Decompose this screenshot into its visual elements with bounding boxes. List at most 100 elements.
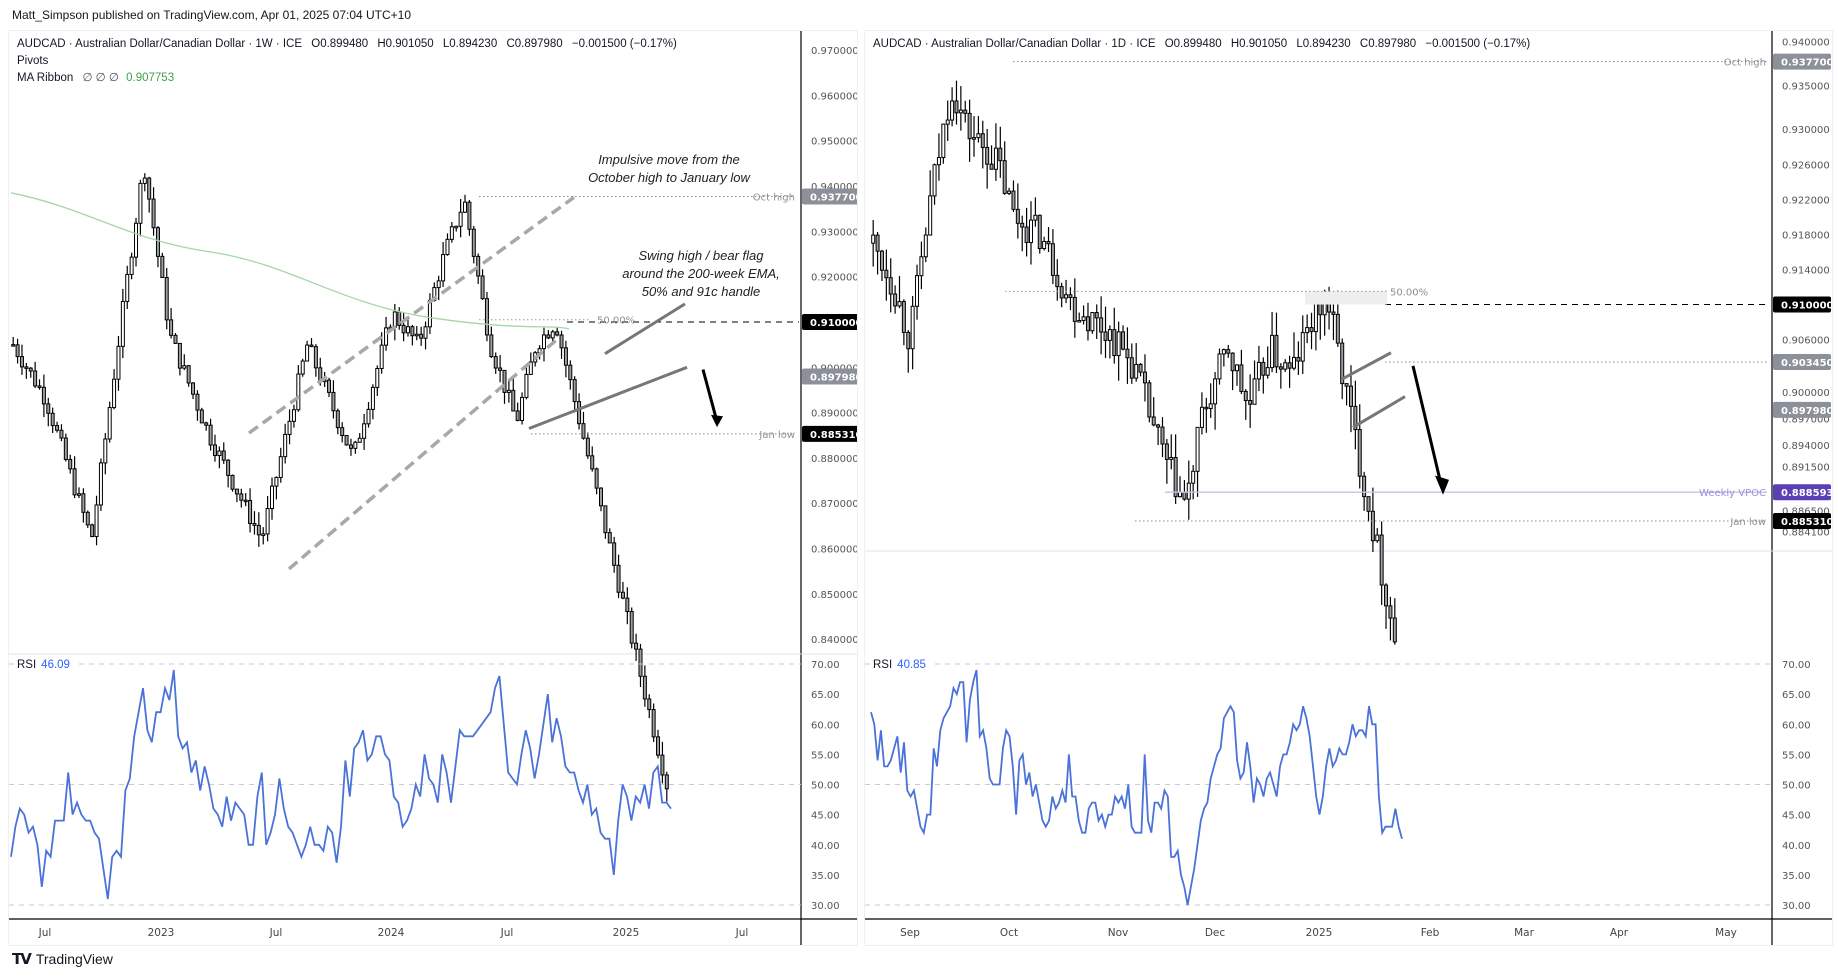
- price-tick-label: 0.884100: [1782, 528, 1830, 539]
- fib-50-label: 50.00%: [597, 316, 635, 327]
- price-label-badge: [1773, 512, 1831, 529]
- price-label-text: 0.885310: [810, 430, 857, 441]
- rsi-tick-label: 55.00: [811, 750, 840, 761]
- ohlc-high: H0.901050: [377, 38, 434, 50]
- price-label-badge: [1773, 401, 1831, 418]
- rsi-tick-label: 60.00: [1782, 720, 1811, 731]
- weekly-rsi-legend: RSI 46.09: [17, 659, 74, 671]
- date-tick-label: May: [1715, 927, 1737, 939]
- level-line-label: Jan low: [1729, 517, 1766, 528]
- down-arrow-icon[interactable]: [1411, 365, 1443, 485]
- price-tick-label: 0.926000: [1782, 160, 1830, 171]
- weekly-chart-panel[interactable]: AUDCAD · Australian Dollar/Canadian Doll…: [8, 30, 858, 946]
- price-label-badge: [1773, 353, 1831, 370]
- rsi-line: [10, 669, 672, 900]
- publisher-line: Matt_Simpson published on TradingView.co…: [12, 8, 412, 22]
- rsi-tick-label: 50.00: [1782, 781, 1811, 792]
- symbol-title[interactable]: AUDCAD · Australian Dollar/Canadian Doll…: [873, 38, 1156, 50]
- flag-lower-line[interactable]: [1352, 395, 1406, 429]
- price-label-text: 0.885310: [1781, 517, 1832, 528]
- price-tick-label: 0.906000: [1782, 336, 1830, 347]
- date-tick-label: Sep: [900, 927, 920, 939]
- price-tick-label: 0.950000: [811, 137, 857, 148]
- rsi-tick-label: 70.00: [811, 660, 840, 671]
- date-tick-label: Apr: [1610, 927, 1629, 939]
- ma-ribbon-params: ∅ ∅ ∅: [82, 72, 119, 84]
- level-line-label: Jan low: [758, 430, 795, 441]
- channel-lower-line[interactable]: [287, 336, 561, 571]
- ohlc-low: L0.894230: [442, 38, 498, 50]
- ohlc-change: −0.001500 (−0.17%): [571, 38, 677, 50]
- date-tick-label: 2025: [1306, 927, 1333, 939]
- date-tick-label: Oct: [1000, 927, 1018, 939]
- date-tick-label: Jul: [38, 927, 52, 939]
- annotation-impulsive-move: Impulsive move from the October high to J…: [588, 152, 751, 185]
- rsi-tick-label: 45.00: [1782, 811, 1811, 822]
- price-tick-label: 0.900000: [1782, 388, 1830, 399]
- price-tick-label: 0.970000: [811, 46, 857, 57]
- ohlc-open: O0.899480: [1164, 38, 1222, 50]
- daily-chart-panel[interactable]: AUDCAD · Australian Dollar/Canadian Doll…: [864, 30, 1833, 946]
- price-tick-label: 0.918000: [1782, 230, 1830, 241]
- weekly-chart-legend: AUDCAD · Australian Dollar/Canadian Doll…: [17, 36, 677, 87]
- price-tick-label: 0.940000: [1782, 38, 1830, 49]
- price-label-text: 0.897980: [810, 372, 857, 383]
- price-label-text: 0.910000: [810, 318, 857, 329]
- ohlc-change: −0.001500 (−0.17%): [1425, 38, 1531, 50]
- indicator-pivots[interactable]: Pivots: [17, 55, 49, 67]
- ohlc-close: C0.897980: [506, 38, 563, 50]
- ma-ribbon-value: 0.907753: [126, 72, 175, 84]
- weekly-chart-canvas[interactable]: 0.970000 0.960000 0.950000 0.940000 0.930000…: [9, 31, 857, 945]
- price-label-badge: [1773, 484, 1831, 501]
- ohlc-high: H0.901050: [1230, 38, 1288, 50]
- daily-chart-legend: AUDCAD · Australian Dollar/Canadian Doll…: [873, 36, 1530, 53]
- date-tick-label: Nov: [1108, 927, 1129, 939]
- flag-lower-line[interactable]: [528, 365, 688, 430]
- date-tick-label: Jul: [500, 927, 514, 939]
- price-tick-label: 0.897000: [1782, 415, 1830, 426]
- annotation-bear-flag: Swing high / bear flag around the 200-wee…: [622, 248, 780, 299]
- price-label-text: 0.937700: [810, 192, 857, 203]
- ma-ribbon-name: MA Ribbon: [17, 72, 74, 84]
- price-tick-label: 0.960000: [811, 91, 857, 102]
- price-tick-label: 0.860000: [811, 545, 857, 556]
- ohlc-low: L0.894230: [1296, 38, 1351, 50]
- price-tick-label: 0.894000: [1782, 441, 1830, 452]
- date-tick-label: Jul: [735, 927, 749, 939]
- rsi-tick-label: 35.00: [1782, 871, 1811, 882]
- price-label-text: 0.888593: [1781, 488, 1832, 499]
- price-label-text: 0.903450: [1781, 358, 1832, 369]
- date-tick-label: 2024: [378, 927, 405, 939]
- ohlc-close: C0.897980: [1359, 38, 1417, 50]
- rsi-tick-label: 65.00: [811, 690, 840, 701]
- tradingview-logo-icon: 𝗧𝗩: [12, 951, 32, 968]
- price-label-badge: [802, 313, 857, 330]
- rsi-label: RSI: [17, 659, 37, 671]
- date-tick-label: Jul: [269, 927, 283, 939]
- date-tick-label: Feb: [1421, 927, 1440, 939]
- price-tick-label: 0.886500: [1782, 507, 1830, 518]
- price-label-text: 0.910000: [1781, 301, 1832, 312]
- rsi-tick-label: 40.00: [1782, 841, 1811, 852]
- rsi-tick-label: 30.00: [1782, 901, 1811, 912]
- price-tick-label: 0.891500: [1782, 463, 1830, 474]
- price-label-text: 0.937700: [1781, 58, 1832, 69]
- price-label-text: 0.897980: [1781, 406, 1832, 417]
- symbol-title[interactable]: AUDCAD · Australian Dollar/Canadian Doll…: [17, 38, 303, 50]
- indicator-ma-ribbon[interactable]: MA Ribbon ∅ ∅ ∅ 0.907753: [17, 70, 677, 87]
- price-tick-label: 0.940000: [811, 182, 857, 193]
- flag-upper-line[interactable]: [1341, 351, 1392, 381]
- rsi-value: 46.09: [41, 659, 70, 671]
- rsi-line: [870, 669, 1403, 906]
- rsi-tick-label: 70.00: [1782, 660, 1811, 671]
- date-tick-label: 2025: [613, 927, 640, 939]
- daily-chart-canvas[interactable]: 0.940000 0.935000 0.930000 0.926000 0.922000…: [865, 31, 1832, 945]
- price-tick-label: 0.880000: [811, 454, 857, 465]
- footer-brand[interactable]: 𝗧𝗩 TradingView: [12, 950, 113, 968]
- candlestick-series: [871, 80, 1397, 645]
- flag-upper-line[interactable]: [604, 302, 686, 355]
- down-arrow-icon[interactable]: [701, 369, 719, 423]
- price-label-badge: [802, 368, 857, 385]
- price-label-badge: [1773, 296, 1831, 313]
- date-tick-label: 2023: [148, 927, 175, 939]
